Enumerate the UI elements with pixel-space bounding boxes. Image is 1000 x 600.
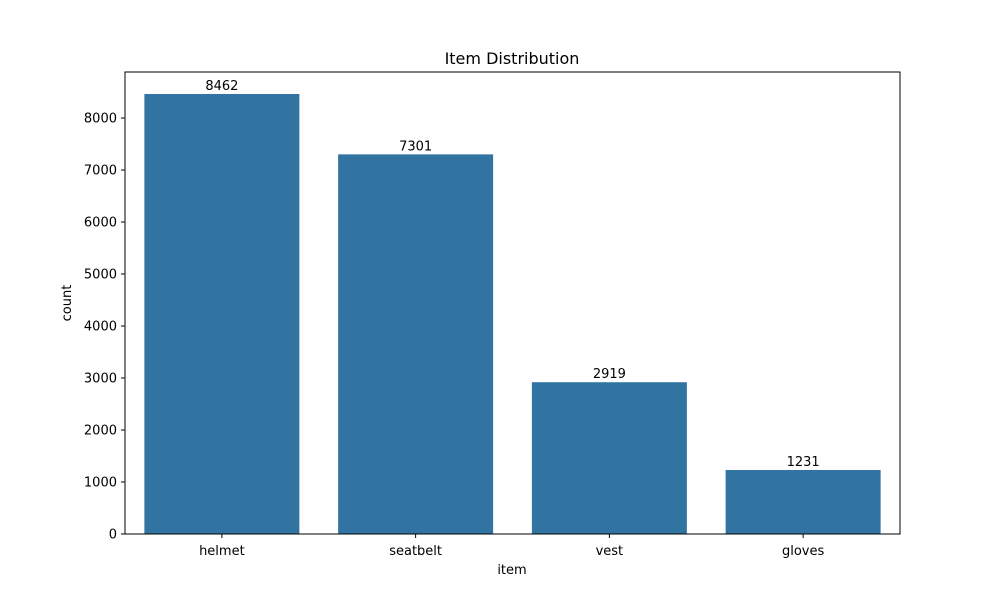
data-labels-group: 8462 7301 2919 1231 (205, 79, 819, 470)
bar-helmet (144, 93, 300, 534)
data-label-seatbelt: 7301 (399, 139, 432, 154)
y-tick-label-4000: 4000 (84, 320, 117, 335)
y-tick-label-2000: 2000 (84, 424, 117, 439)
bar-seatbelt (338, 154, 494, 534)
y-axis-label: count (60, 285, 75, 322)
x-axis-ticks: helmet seatbelt vest gloves (199, 534, 824, 559)
chart-title: Item Distribution (445, 49, 580, 68)
y-tick-label-8000: 8000 (84, 112, 117, 127)
plot-frame (124, 71, 901, 535)
bar-gloves (725, 469, 881, 534)
data-label-gloves: 1231 (787, 455, 820, 470)
y-tick-label-1000: 1000 (84, 476, 117, 491)
y-tick-label-0: 0 (109, 528, 117, 543)
y-tick-label-6000: 6000 (84, 216, 117, 231)
y-tick-label-3000: 3000 (84, 372, 117, 387)
x-axis-label: item (497, 563, 526, 578)
data-label-vest: 2919 (593, 367, 626, 382)
data-label-helmet: 8462 (205, 79, 238, 94)
x-tick-label-gloves: gloves (782, 544, 825, 559)
bar-vest (531, 382, 687, 534)
y-tick-label-7000: 7000 (84, 164, 117, 179)
x-tick-label-seatbelt: seatbelt (389, 544, 442, 559)
bars-group (144, 93, 881, 534)
x-tick-label-helmet: helmet (199, 544, 245, 559)
y-tick-label-5000: 5000 (84, 268, 117, 283)
y-axis-ticks: 0 1000 2000 3000 4000 5000 6000 7000 8000 (84, 112, 125, 543)
x-tick-label-vest: vest (596, 544, 624, 559)
